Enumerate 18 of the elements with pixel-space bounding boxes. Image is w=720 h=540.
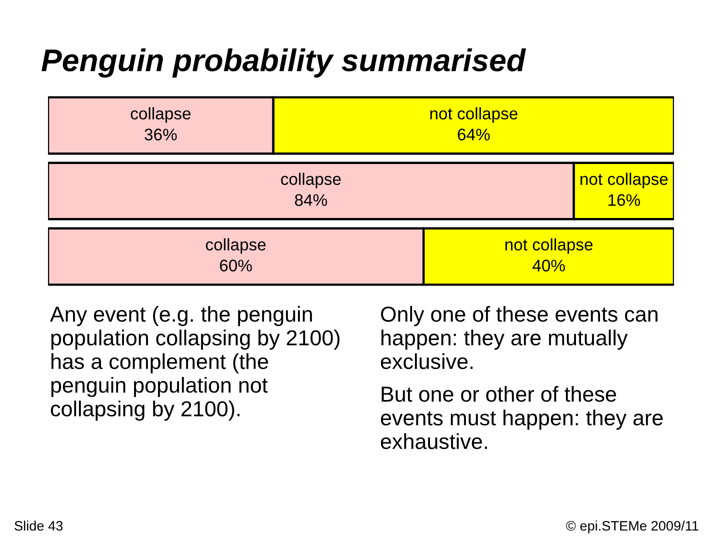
chart-title: Penguin probability summarised xyxy=(42,48,526,78)
data-label: 60% xyxy=(220,260,252,272)
text: collapse xyxy=(130,107,191,123)
data-label: 16% xyxy=(608,194,640,206)
series-label: not collapse xyxy=(580,172,668,188)
data-label: 84% xyxy=(294,194,328,206)
text: © epi.STEMe 2009/11 xyxy=(566,520,698,534)
text: collapse xyxy=(206,238,266,254)
text: Slide 43 xyxy=(14,520,63,531)
series-label: collapse xyxy=(281,172,341,188)
text: not collapse xyxy=(430,107,518,123)
data-label: 36% xyxy=(144,128,177,140)
text: But one or other of these events must happen: they are exhaustive. xyxy=(380,386,663,450)
data-label: 64% xyxy=(458,128,490,140)
text: Only one of these events can happen: they are mutually exclusive. xyxy=(380,306,658,370)
text: Any event (e.g. the penguin population collapsing by 2100) has a complement (the penguin population not collapsing by 2100). xyxy=(50,306,340,421)
data-label: 40% xyxy=(532,260,565,272)
text: not collapse xyxy=(505,238,593,254)
